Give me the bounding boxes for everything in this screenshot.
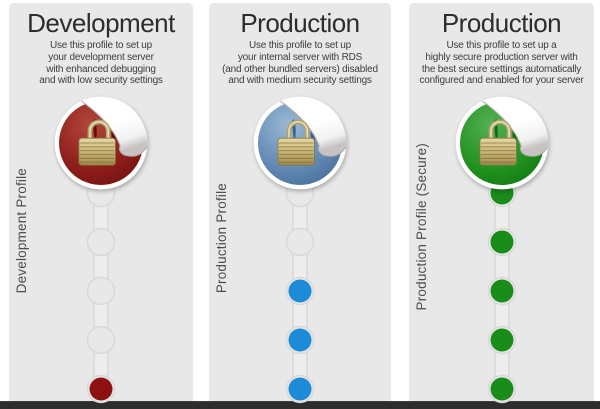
panel-title: Production [441,8,562,38]
panel-title: Development [27,8,175,38]
panel-description: Use this profile to set up your developm… [39,40,163,87]
padlock-sticker-icon [455,96,548,190]
security-level-track [285,171,315,404]
profile-side-label: Development Profile [14,167,29,293]
padlock-sticker-icon [54,96,148,190]
profile-panel-2[interactable]: Production Use this profile to set up yo… [209,3,391,404]
security-level-dot [288,328,312,352]
security-level-track [86,171,116,404]
security-level-dot [490,279,513,303]
security-level-dot [490,230,513,254]
panel-description: Use this profile to set up a highly secu… [419,40,584,87]
padlock-sticker-icon [253,96,347,190]
profile-panel-1[interactable]: Development Use this profile to set up y… [9,3,193,404]
security-level-dot [288,377,312,401]
profile-panel-3[interactable]: Production Use this profile to set up a … [409,3,594,404]
security-level-dot [288,279,312,303]
security-level-dot [490,377,513,401]
profile-side-label: Production Profile (Secure) [414,142,429,310]
profile-side-label: Production Profile [214,182,229,293]
security-level-dot [490,328,513,352]
panel-title: Production [240,8,360,38]
panel-description: Use this profile to set up your internal… [222,40,378,87]
security-level-dot [89,377,113,401]
security-level-track [487,171,516,404]
